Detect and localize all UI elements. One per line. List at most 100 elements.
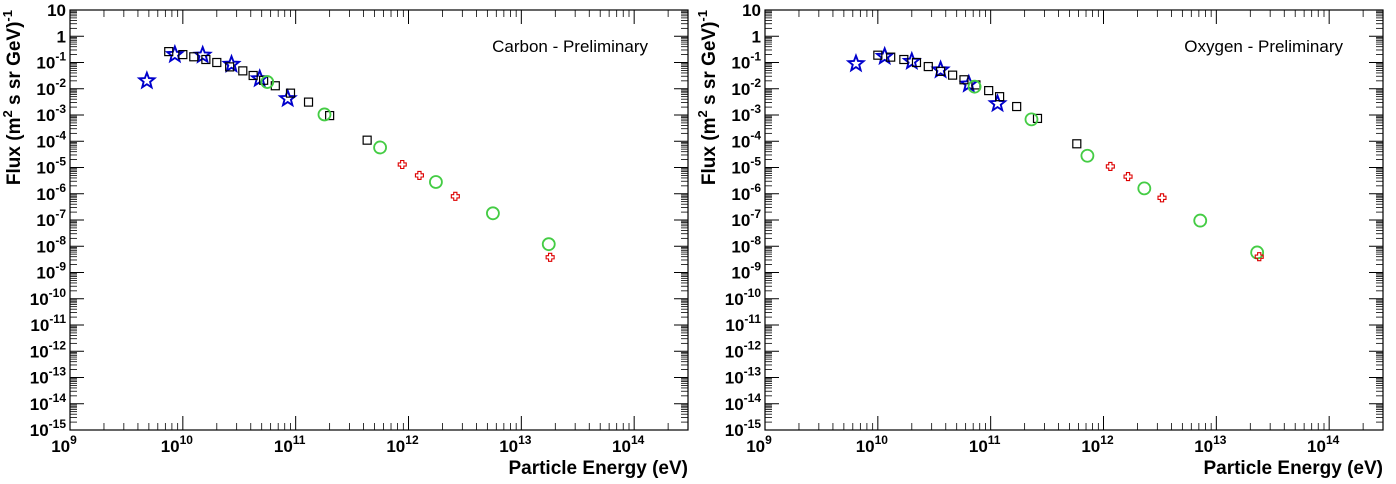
y-tick-label: 10 — [742, 1, 761, 20]
chart-panel-1: 10 1 10-1 10-2 10-3 10-4 10-5 10-6 10-7 10-8 10-9 1… — [695, 1, 1384, 479]
x-tick-label: 1014 — [612, 433, 645, 456]
data-point-circle — [373, 140, 387, 155]
data-point-star — [874, 45, 895, 66]
y-tick-label: 10-1 — [36, 50, 66, 73]
y-tick-label: 10-2 — [731, 76, 761, 99]
x-tick-label: 1014 — [1307, 433, 1340, 456]
chart-title: Oxygen - Preliminary — [1184, 37, 1343, 56]
y-tick-label: 1 — [57, 27, 66, 46]
y-tick-label: 10-3 — [36, 102, 66, 125]
data-point-circle — [541, 237, 556, 252]
data-point-square — [984, 86, 994, 96]
y-tick-label: 10-9 — [36, 260, 66, 283]
y-tick-label: 10-4 — [36, 128, 66, 151]
data-point-square — [1012, 101, 1022, 112]
data-point-square — [995, 92, 1005, 102]
x-axis-title: Particle Energy (eV) — [1203, 458, 1383, 479]
data-point-star — [987, 93, 1008, 113]
x-tick-label: 1011 — [274, 433, 306, 456]
series-circle — [260, 75, 556, 252]
data-point-square — [362, 135, 372, 145]
y-tick-label: 1 — [752, 27, 761, 46]
x-tick-label: 109 — [51, 433, 77, 456]
data-point-star — [845, 53, 867, 73]
y-tick-label: 10-13 — [725, 365, 762, 388]
series-star — [845, 45, 1008, 113]
data-point-square — [886, 52, 896, 62]
data-point-square — [189, 52, 199, 62]
y-tick-label: 10-7 — [36, 207, 66, 230]
y-tick-labels: 10 1 10-1 10-2 10-3 10-4 10-5 10-6 10-7 10-8 10-9 1… — [725, 1, 762, 440]
x-ticks — [69, 10, 689, 430]
y-tick-label: 10-7 — [731, 207, 761, 230]
x-tick-labels: 109 1010 1011 1012 1013 1014 — [746, 433, 1339, 456]
data-point-square — [178, 49, 188, 60]
plot-frame — [764, 9, 1384, 431]
y-tick-label: 10-12 — [725, 338, 762, 361]
y-tick-label: 10-14 — [725, 391, 762, 414]
data-point-circle — [1080, 148, 1095, 163]
data-point-cross — [414, 170, 424, 180]
y-tick-label: 10-3 — [731, 102, 761, 125]
series-square — [873, 50, 1082, 149]
data-point-square — [285, 88, 296, 98]
data-point-circle — [1024, 112, 1039, 127]
data-point-square — [899, 54, 909, 65]
y-ticks — [70, 9, 688, 431]
y-tick-label: 10-13 — [30, 365, 67, 388]
data-point-circle — [317, 107, 332, 122]
x-axis-title: Particle Energy (eV) — [508, 458, 688, 479]
data-point-star — [221, 53, 242, 73]
x-tick-label: 1010 — [161, 433, 194, 456]
data-point-circle — [260, 75, 275, 89]
series-star — [136, 43, 298, 108]
data-point-cross — [545, 252, 555, 262]
data-point-square — [201, 54, 211, 65]
data-point-star — [277, 87, 298, 108]
data-point-circle — [967, 79, 982, 94]
y-tick-label: 10 — [47, 1, 66, 20]
data-point-square — [873, 50, 883, 60]
data-point-star — [136, 70, 158, 90]
x-tick-label: 1012 — [386, 433, 419, 456]
series-cross — [1105, 161, 1264, 262]
y-tick-label: 10-14 — [30, 391, 67, 414]
y-tick-label: 10-8 — [731, 233, 761, 256]
data-point-cross — [450, 191, 460, 201]
data-point-circle — [429, 175, 443, 189]
y-tick-label: 10-8 — [36, 233, 66, 256]
x-ticks — [764, 10, 1384, 430]
y-tick-label: 10-6 — [36, 181, 66, 204]
data-point-square — [238, 66, 248, 76]
data-point-square — [923, 61, 933, 72]
y-tick-label: 10-10 — [725, 286, 762, 309]
data-point-square — [225, 62, 235, 72]
y-tick-label: 10-9 — [731, 260, 761, 283]
data-point-cross — [397, 159, 407, 170]
data-point-square — [959, 75, 969, 85]
y-tick-label: 10-1 — [731, 50, 761, 73]
y-tick-label: 10-11 — [725, 312, 761, 335]
y-tick-label: 10-5 — [36, 155, 66, 178]
y-tick-label: 10-5 — [731, 155, 761, 178]
data-point-square — [911, 57, 922, 68]
plot-frame — [69, 9, 689, 431]
series-square — [164, 47, 372, 145]
data-point-star — [164, 43, 186, 64]
data-point-square — [248, 70, 258, 81]
y-tick-label: 10-15 — [725, 417, 762, 440]
data-point-cross — [1254, 252, 1264, 262]
x-tick-label: 109 — [746, 433, 772, 456]
chart-title: Carbon - Preliminary — [492, 37, 648, 56]
y-tick-label: 10-12 — [30, 338, 67, 361]
y-tick-label: 10-4 — [731, 128, 761, 151]
data-point-square — [303, 97, 314, 107]
chart-panel-0: 10 1 10-1 10-2 10-3 10-4 10-5 10-6 10-7 10-8 10-9 1… — [0, 1, 689, 479]
data-point-square — [1072, 139, 1082, 149]
y-tick-label: 10-11 — [30, 312, 66, 335]
y-tick-label: 10-2 — [36, 76, 66, 99]
data-point-circle — [1193, 213, 1208, 228]
y-ticks — [765, 9, 1383, 431]
